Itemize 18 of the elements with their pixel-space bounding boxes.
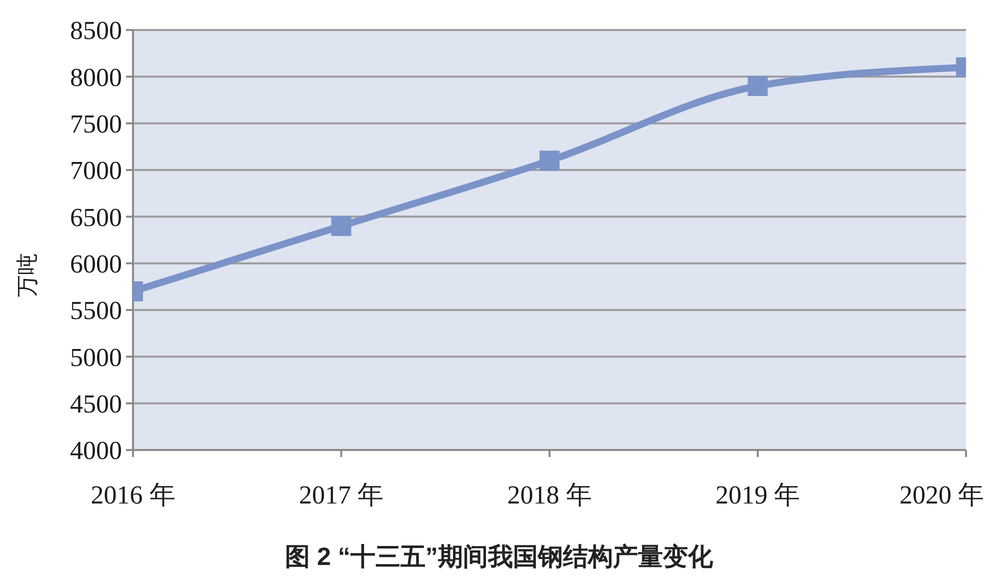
x-tick-label: 2019 年 [716,480,800,510]
y-tick-label: 6500 [70,202,122,232]
y-tick-label: 8500 [70,16,122,46]
x-tick-label: 2018 年 [507,480,592,510]
point [540,150,560,171]
x-tick-label: 2020 年 [900,480,984,510]
y-tick-label: 4500 [70,390,122,419]
y-tick-label: 4000 [70,436,122,466]
y-tick-label: 7000 [70,156,122,186]
x-tick-label: 2016 年 [90,480,176,510]
y-tick-label: 7500 [70,110,122,139]
y-tick-label: 5500 [70,296,122,326]
x-tick-label: 2017 年 [299,480,384,510]
y-tick-label: 6000 [70,250,122,279]
y-axis-title: 万吨 [14,253,40,297]
y-tick-label: 8000 [70,62,122,92]
y-tick-label: 5000 [70,342,122,372]
text: 图 2 “十三五”期间我国钢结构产量变化 [284,542,714,573]
